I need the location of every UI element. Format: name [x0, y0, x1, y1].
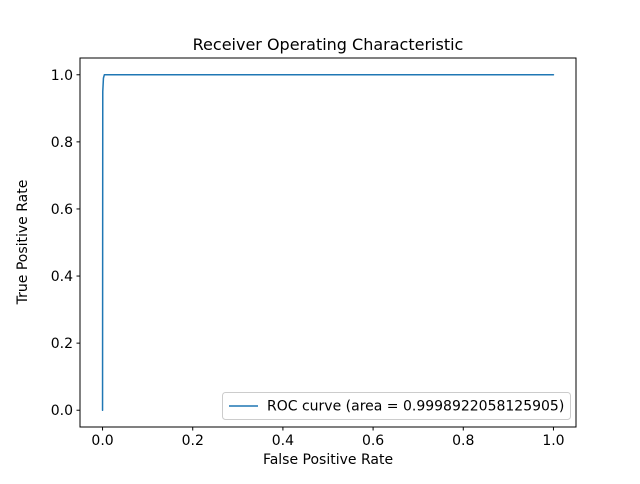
- y-tick-label: 0.2: [51, 336, 73, 352]
- y-axis-label: True Positive Rate: [15, 180, 31, 306]
- y-tick-label: 0.8: [51, 135, 73, 151]
- y-tick-label: 1.0: [51, 68, 73, 84]
- y-tick-label: 0.4: [51, 269, 73, 285]
- x-axis-label: False Positive Rate: [263, 452, 393, 468]
- x-tick-label: 0.8: [452, 433, 474, 449]
- x-tick-label: 1.0: [542, 433, 564, 449]
- chart-title: Receiver Operating Characteristic: [193, 35, 464, 54]
- x-tick-label: 0.2: [182, 433, 204, 449]
- y-tick-label: 0.0: [51, 403, 73, 419]
- x-tick-label: 0.6: [362, 433, 384, 449]
- y-tick-label: 0.6: [51, 202, 73, 218]
- legend-entry-label: ROC curve (area = 0.9998922058125905): [267, 399, 564, 415]
- legend: ROC curve (area = 0.9998922058125905): [222, 392, 571, 420]
- x-tick-label: 0.0: [91, 433, 113, 449]
- x-axis-ticks: 0.0 0.2 0.4 0.6 0.8 1.0: [91, 427, 565, 449]
- legend-box: [222, 392, 571, 420]
- roc-curve: [101, 74, 555, 411]
- roc-curve-line: [101, 74, 555, 411]
- y-axis-ticks: 0.0 0.2 0.4 0.6 0.8 1.0: [51, 68, 80, 419]
- plot-area: [79, 57, 577, 428]
- x-tick-label: 0.4: [272, 433, 294, 449]
